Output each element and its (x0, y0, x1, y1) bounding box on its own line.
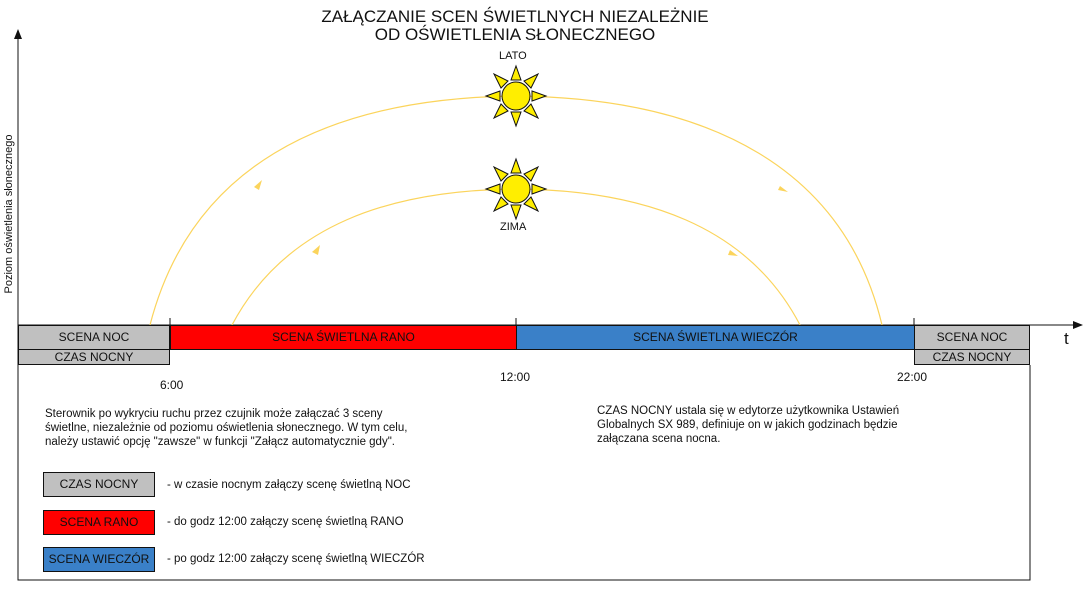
description-left-line-1: Sterownik po wykryciu ruchu przez czujni… (45, 408, 383, 420)
description-right: CZAS NOCNY ustala się w edytorze użytkow… (597, 404, 899, 446)
description-left: Sterownik po wykryciu ruchu przez czujni… (45, 407, 407, 449)
scene-night-left: SCENA NOC (18, 325, 170, 350)
description-right-line-1: CZAS NOCNY ustala się w edytorze użytkow… (597, 405, 900, 417)
winter-path-arrow-left (312, 245, 320, 255)
legend-morning-text: - do godz 12:00 załączy scenę świetlną R… (167, 516, 404, 528)
legend-night-time-text: - w czasie nocnym załączy scenę świetlną… (167, 479, 411, 491)
winter-sun-label: ZIMA (500, 221, 527, 233)
legend-night-time-box: CZAS NOCNY (43, 472, 155, 497)
scene-night-right: SCENA NOC (914, 325, 1030, 350)
scene-morning-bar: SCENA ŚWIETLNA RANO (170, 325, 517, 350)
time-label-6: 6:00 (160, 378, 184, 392)
winter-path-arrow-right (728, 250, 738, 256)
summer-sun-label: LATO (499, 50, 527, 62)
legend-evening-text: - po godz 12:00 załączy scenę świetlną W… (167, 553, 425, 565)
scene-evening-bar: SCENA ŚWIETLNA WIECZÓR (516, 325, 915, 350)
description-right-line-2: Globalnych SX 989, definiuje on w jakich… (597, 419, 898, 431)
title-line-2: OD OŚWIETLENIA SŁONECZNEGO (374, 25, 656, 44)
night-time-left: CZAS NOCNY (18, 349, 170, 365)
night-time-right: CZAS NOCNY (914, 349, 1030, 365)
description-frame (17, 325, 1031, 581)
summer-path-arrow-right (778, 186, 788, 192)
time-label-22: 22:00 (897, 370, 928, 384)
summer-sun-icon (484, 64, 548, 128)
diagram-title: ZAŁĄCZANIE SCEN ŚWIETLNYCH NIEZALEŻNIE O… (250, 8, 780, 44)
legend-morning-box: SCENA RANO (43, 510, 155, 535)
description-right-line-3: załączana scena nocna. (597, 433, 721, 445)
winter-sun-icon (484, 157, 548, 221)
time-label-12: 12:00 (500, 370, 531, 384)
description-left-line-3: należy ustawić opcję "zawsze" w funkcji … (45, 436, 395, 448)
x-axis-label: t (1064, 329, 1069, 348)
description-left-line-2: świetlne, niezależnie od poziomu oświetl… (45, 422, 408, 434)
y-axis-label: Poziom oświetlenia słonecznego (3, 134, 15, 294)
title-line-1: ZAŁĄCZANIE SCEN ŚWIETLNYCH NIEZALEŻNIE (321, 7, 709, 26)
summer-path-arrow-left (254, 180, 262, 190)
legend-evening-box: SCENA WIECZÓR (43, 547, 155, 572)
